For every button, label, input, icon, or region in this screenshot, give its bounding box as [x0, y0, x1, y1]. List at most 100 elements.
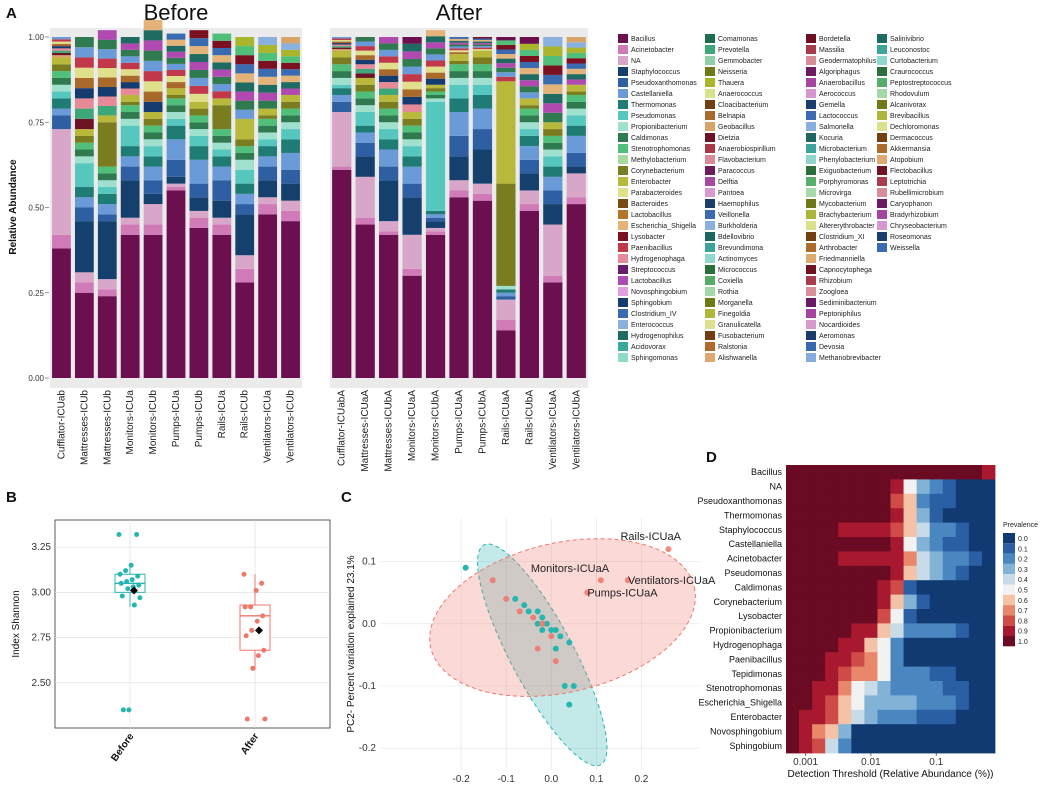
bar-segment-staphylococcus — [355, 156, 375, 177]
heatmap-cell — [838, 493, 852, 509]
bar-segment-other — [235, 64, 255, 74]
bar-segment-caldimonas — [472, 71, 493, 78]
heatmap-cell — [864, 738, 878, 754]
legend-label: Peptostreptococcus — [890, 80, 952, 87]
heatmap-cell — [864, 522, 878, 538]
data-point-after — [624, 577, 631, 584]
heatmap-cell — [890, 666, 904, 682]
bar-segment-other — [258, 84, 278, 93]
bar-segment-enterobacter — [281, 94, 300, 102]
heatmap-cell — [825, 522, 839, 538]
bar-segment-other — [52, 43, 71, 47]
bar-segment-thermomonas — [355, 125, 375, 133]
bar-segment-pseudomonas — [472, 84, 493, 95]
bar-segment-other — [566, 68, 586, 75]
heatmap-cell — [864, 594, 878, 610]
bar-segment-bacillus — [281, 221, 300, 378]
bar-segment-other — [543, 93, 563, 104]
bar-segment-other — [258, 100, 278, 109]
bar-segment-pseudomonas — [543, 156, 563, 167]
bar-segment-enterobacter — [519, 98, 539, 106]
bar-segment-corynebacterium — [166, 94, 186, 99]
legend-swatch — [806, 89, 816, 98]
legend-swatch — [877, 210, 887, 219]
bar-segment-castellaniella — [74, 197, 94, 208]
data-point-b — [261, 647, 267, 653]
legend-label: Rothia — [718, 289, 738, 296]
legend-label: Acinetobacter — [631, 47, 674, 54]
x-category-label: Mattresses-ICUbA — [384, 390, 395, 472]
heatmap-cell — [812, 637, 826, 653]
legend-swatch — [806, 287, 816, 296]
legend-label: Stenotrophomonas — [631, 146, 691, 153]
data-point-after — [597, 577, 604, 584]
heatmap-cell — [916, 537, 931, 552]
bar-segment-corynebacterium — [120, 101, 140, 106]
legend-label: Sediminibacterium — [819, 300, 877, 307]
bar-segment-caldimonas — [74, 149, 94, 157]
heatmap-cell — [903, 681, 918, 696]
bar-segment-caldimonas — [212, 135, 232, 143]
legend-label: Hydrogenophilus — [631, 333, 684, 340]
heatmap-cell — [942, 493, 957, 509]
bar-segment-propionibacterium — [496, 285, 516, 290]
bar-segment-other — [355, 55, 375, 60]
heatmap-legend-swatch — [1003, 605, 1015, 616]
heatmap-cell — [799, 666, 813, 682]
bar-segment-other — [212, 33, 232, 41]
bar-segment-other — [402, 43, 422, 52]
heatmap-cell — [825, 551, 839, 567]
heatmap-cell — [942, 580, 957, 595]
heatmap-cell — [786, 522, 800, 538]
heatmap-cell — [968, 565, 983, 581]
legend-swatch — [705, 177, 715, 186]
heatmap-cell — [851, 522, 865, 538]
bar-segment-pseudomonas — [166, 118, 186, 126]
bar-segment-na — [402, 234, 422, 269]
heatmap-cell — [955, 709, 970, 725]
legend-swatch — [618, 221, 628, 230]
bar-segment-stenotrophomonas — [120, 105, 140, 113]
bar-segment-castellaniella — [379, 149, 399, 167]
bar-segment-thermomonas — [120, 146, 140, 157]
bar-segment-acinetobacter — [449, 190, 469, 198]
data-point-b — [242, 604, 248, 610]
bar-segment-na — [355, 176, 375, 218]
heatmap-cell — [981, 724, 996, 739]
heatmap-cell — [903, 551, 918, 567]
heatmap-cell — [890, 493, 904, 509]
heatmap-cell — [825, 508, 839, 523]
bar-segment-other — [52, 37, 71, 40]
plot-frame-b — [54, 519, 331, 729]
panel-d-heatmap: Bacillus NA Pseudoxanthomonas Thermomonas St… — [697, 465, 1038, 780]
x-category-label: Cufflator-ICUabA — [337, 390, 348, 466]
bar-segment-other — [519, 49, 539, 56]
x-tick-label-c: -0.1 — [498, 774, 516, 785]
bar-segment-other — [379, 88, 399, 95]
heatmap-cell — [929, 551, 944, 567]
heatmap-cell — [825, 681, 839, 696]
heatmap-cell — [851, 537, 865, 552]
bar-segment-castellaniella — [543, 176, 563, 191]
bar-segment-acinetobacter — [472, 193, 493, 201]
heatmap-cell — [916, 709, 931, 725]
bar-segment-corynebacterium — [543, 129, 563, 136]
bar-segment-acinetobacter — [519, 204, 539, 211]
heatmap-cell — [877, 537, 891, 552]
y-tick-label-a: 0.50 — [28, 204, 44, 213]
bar-segment-other — [543, 37, 563, 47]
bar-segment-thermomonas — [566, 125, 586, 136]
bar-segment-corynebacterium — [332, 57, 352, 65]
bar-segment-castellaniella — [472, 108, 493, 130]
heatmap-cell — [890, 580, 904, 595]
heatmap-cell — [981, 565, 996, 581]
bar-segment-propionibacterium — [166, 112, 186, 119]
bar-segment-other — [97, 77, 117, 88]
bar-segment-other — [496, 76, 516, 82]
heatmap-cell — [799, 565, 813, 581]
bar-segment-other — [519, 68, 539, 75]
bar-segment-bacillus — [120, 234, 140, 378]
data-point-b — [136, 582, 142, 588]
heatmap-cell — [877, 493, 891, 509]
bar-segment-other — [472, 43, 493, 45]
